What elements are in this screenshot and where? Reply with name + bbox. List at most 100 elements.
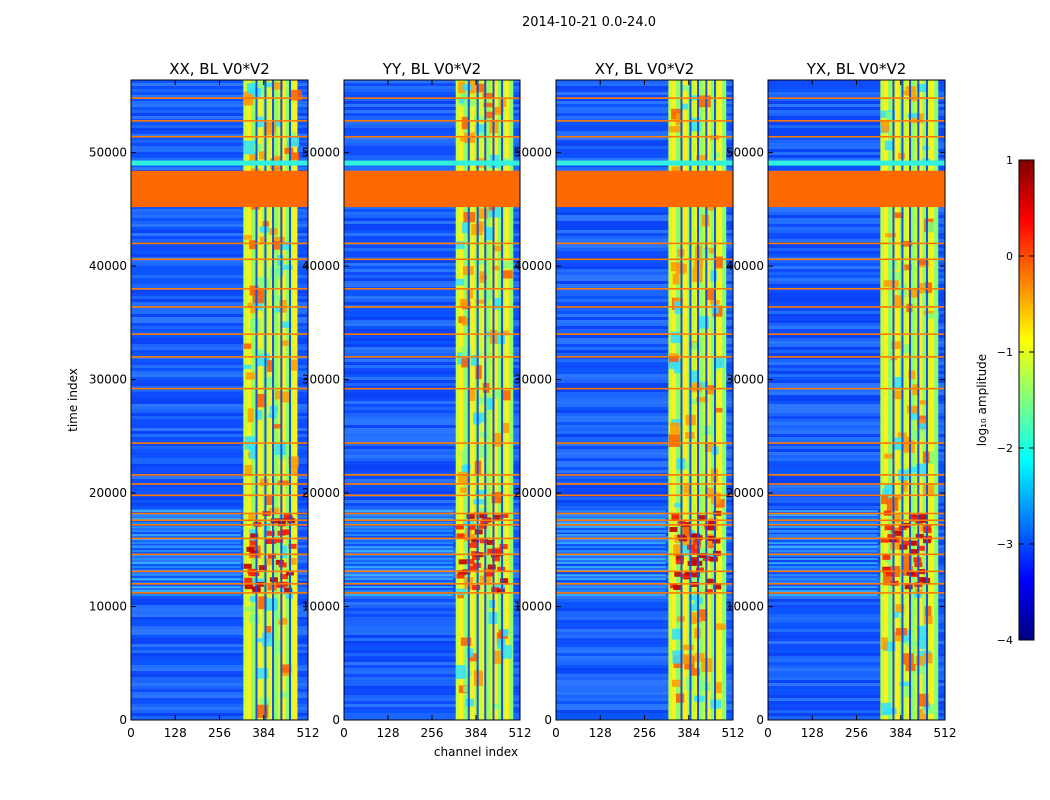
texture-row xyxy=(768,392,945,395)
amplitude-blotch xyxy=(492,433,503,447)
texture-row xyxy=(131,677,308,680)
noisy-column xyxy=(668,80,673,720)
texture-row xyxy=(344,218,520,221)
flagged-row xyxy=(344,442,520,444)
texture-row xyxy=(768,464,945,467)
x-tick-label: 384 xyxy=(465,726,488,740)
rfi-burst-mark xyxy=(492,556,501,562)
texture-row xyxy=(556,611,733,614)
flagged-row xyxy=(344,287,520,290)
flagged-row xyxy=(344,135,520,138)
colorbar-label: log₁₀ amplitude xyxy=(975,354,989,446)
texture-row xyxy=(768,284,945,287)
amplitude-blotch xyxy=(468,388,476,402)
texture-row xyxy=(344,440,520,443)
texture-row xyxy=(556,110,733,113)
amplitude-blotch xyxy=(675,263,685,275)
channel-gap xyxy=(925,80,928,720)
texture-row xyxy=(344,662,520,665)
flagged-row xyxy=(556,97,733,99)
texture-row xyxy=(556,626,733,629)
texture-row xyxy=(556,104,733,107)
texture-row xyxy=(131,224,308,227)
rfi-burst-mark xyxy=(706,525,715,531)
panel-3: XY, BL V0*V2 0 128 256 384 512 0 10000 20000 3000… xyxy=(514,60,745,740)
noisy-column xyxy=(509,80,514,720)
amplitude-blotch xyxy=(903,629,910,643)
flagged-row xyxy=(556,512,733,515)
noisy-column xyxy=(493,80,499,720)
texture-row xyxy=(556,89,733,92)
texture-row xyxy=(131,395,308,398)
panel-title: XX, BL V0*V2 xyxy=(169,60,270,78)
texture-row xyxy=(344,617,520,620)
texture-row xyxy=(768,440,945,443)
y-tick-label: 10000 xyxy=(302,600,340,614)
texture-row xyxy=(768,86,945,89)
flagged-row xyxy=(768,333,945,335)
flagged-block-edge xyxy=(768,160,945,166)
amplitude-blotch xyxy=(681,654,694,664)
amplitude-blotch xyxy=(670,331,682,344)
texture-row xyxy=(556,389,733,392)
texture-row xyxy=(556,140,733,143)
rfi-row xyxy=(768,518,878,521)
amplitude-blotch xyxy=(281,340,289,346)
texture-row xyxy=(768,302,945,305)
rfi-row xyxy=(131,546,241,549)
texture-row xyxy=(556,575,733,578)
texture-row xyxy=(131,362,308,365)
amplitude-blotch xyxy=(715,407,723,413)
texture-row xyxy=(768,410,945,413)
flagged-row xyxy=(556,483,733,485)
texture-row xyxy=(344,500,520,503)
amplitude-blotch xyxy=(270,294,281,302)
flagged-row xyxy=(344,592,520,594)
amplitude-blotch xyxy=(258,596,268,610)
texture-row xyxy=(131,158,308,161)
rfi-burst-mark xyxy=(687,560,696,566)
texture-row xyxy=(768,329,945,332)
texture-row xyxy=(131,146,308,149)
texture-row xyxy=(556,350,733,353)
texture-row xyxy=(131,104,308,107)
y-tick-label: 20000 xyxy=(89,486,127,500)
texture-row xyxy=(131,647,308,650)
rfi-burst-mark xyxy=(882,554,891,560)
texture-row xyxy=(556,563,733,566)
texture-row xyxy=(344,380,520,383)
amplitude-blotch xyxy=(899,681,911,687)
panel-title: XY, BL V0*V2 xyxy=(595,60,695,78)
texture-row xyxy=(344,209,520,212)
amplitude-blotch xyxy=(892,513,901,524)
texture-row xyxy=(556,503,733,506)
rfi-row xyxy=(131,574,241,577)
rfi-burst-mark xyxy=(275,537,284,543)
texture-row xyxy=(131,710,308,713)
texture-row xyxy=(131,215,308,218)
amplitude-blotch xyxy=(908,288,919,298)
texture-row xyxy=(344,236,520,239)
texture-row xyxy=(768,212,945,215)
texture-row xyxy=(344,311,520,314)
amplitude-blotch xyxy=(264,558,274,566)
rfi-row xyxy=(131,534,241,537)
texture-row xyxy=(131,410,308,413)
texture-row xyxy=(131,479,308,482)
texture-row xyxy=(131,239,308,242)
x-tick-label: 0 xyxy=(340,726,348,740)
amplitude-blotch xyxy=(273,640,282,654)
amplitude-blotch xyxy=(502,261,511,269)
texture-row xyxy=(131,107,308,110)
x-tick-label: 256 xyxy=(845,726,868,740)
texture-row xyxy=(768,701,945,704)
rfi-row xyxy=(768,566,878,569)
amplitude-blotch xyxy=(895,628,907,636)
texture-row xyxy=(768,467,945,470)
x-tick-label: 256 xyxy=(208,726,231,740)
rfi-burst-mark xyxy=(456,533,465,539)
texture-row xyxy=(768,572,945,575)
x-tick-label: 384 xyxy=(677,726,700,740)
flagged-row xyxy=(556,553,733,556)
texture-row xyxy=(768,485,945,488)
